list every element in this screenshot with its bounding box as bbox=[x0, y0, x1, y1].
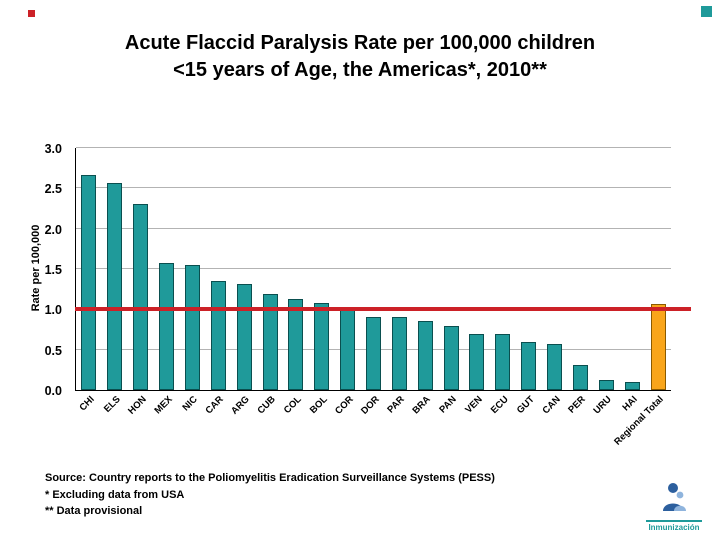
y-axis-tick-label: 3.0 bbox=[44, 142, 62, 156]
gridline bbox=[76, 147, 671, 148]
bar-regional-total bbox=[650, 303, 666, 390]
footnote-provisional: ** Data provisional bbox=[45, 505, 143, 517]
bar-car bbox=[210, 281, 226, 390]
bar-els bbox=[107, 182, 123, 390]
y-axis-tick-label: 0.0 bbox=[44, 384, 62, 398]
bar-mex bbox=[159, 263, 175, 390]
bar-ven bbox=[469, 333, 485, 390]
target-line bbox=[75, 307, 691, 312]
bar-arg bbox=[236, 283, 252, 390]
bar-ecu bbox=[495, 334, 511, 390]
bar-chi bbox=[81, 174, 97, 390]
y-axis-tick-labels: 0.0 0.5 1.0 1.5 2.0 2.5 3.0 bbox=[0, 142, 68, 398]
footnote-excluding-usa: * Excluding data from USA bbox=[45, 488, 185, 501]
bar-par bbox=[391, 317, 407, 390]
decoration-red-square bbox=[28, 10, 35, 17]
afp-rate-bar-chart: Rate per 100,000 0.0 0.5 1.0 1.5 2.0 2.5 3.0 C… bbox=[0, 140, 720, 450]
bar-can bbox=[547, 344, 563, 390]
logo-divider bbox=[646, 520, 702, 522]
gridline bbox=[76, 187, 671, 189]
gridline bbox=[76, 227, 671, 229]
slide-title-line-1: Acute Flaccid Paralysis Rate per 100,000… bbox=[124, 32, 596, 54]
source-notes: Source: Country reports to the Poliomyel… bbox=[45, 470, 495, 520]
slide-title-line-2: <15 years of Age, the Americas*, 2010** bbox=[173, 59, 547, 81]
bar-nic bbox=[184, 264, 200, 390]
plot-area: CHI ELS HON MEX NIC CAR ARG CUB COL BOL COR DOR PAR B… bbox=[75, 147, 691, 448]
bar-bra bbox=[417, 320, 433, 390]
bar-col bbox=[288, 298, 304, 390]
bar-pan bbox=[443, 326, 459, 390]
bar-cor bbox=[340, 307, 356, 390]
immunization-logo: Inmunización bbox=[642, 481, 706, 532]
logo-label: Inmunización bbox=[648, 523, 700, 532]
y-axis-tick-label: 1.0 bbox=[44, 303, 62, 318]
bar-hon bbox=[133, 204, 149, 390]
person-icon bbox=[659, 483, 689, 517]
y-axis-tick-label: 0.5 bbox=[44, 343, 62, 358]
bar-hai bbox=[624, 381, 640, 390]
slide-title: Acute Flaccid Paralysis Rate per 100,000… bbox=[20, 30, 700, 84]
bar-cub bbox=[262, 294, 278, 390]
y-axis-tick-label: 1.5 bbox=[44, 263, 62, 277]
source-line: Source: Country reports to the Poliomyel… bbox=[45, 472, 495, 484]
bar-uru bbox=[598, 379, 614, 390]
decoration-teal-square bbox=[701, 6, 712, 17]
gridline bbox=[76, 268, 671, 269]
bar-dor bbox=[366, 316, 381, 390]
bar-bol bbox=[314, 302, 330, 390]
y-axis-tick-label: 2.5 bbox=[44, 182, 62, 197]
bar-gut bbox=[521, 341, 537, 390]
y-axis-tick-label: 2.0 bbox=[44, 222, 62, 237]
bar-per bbox=[572, 365, 588, 390]
